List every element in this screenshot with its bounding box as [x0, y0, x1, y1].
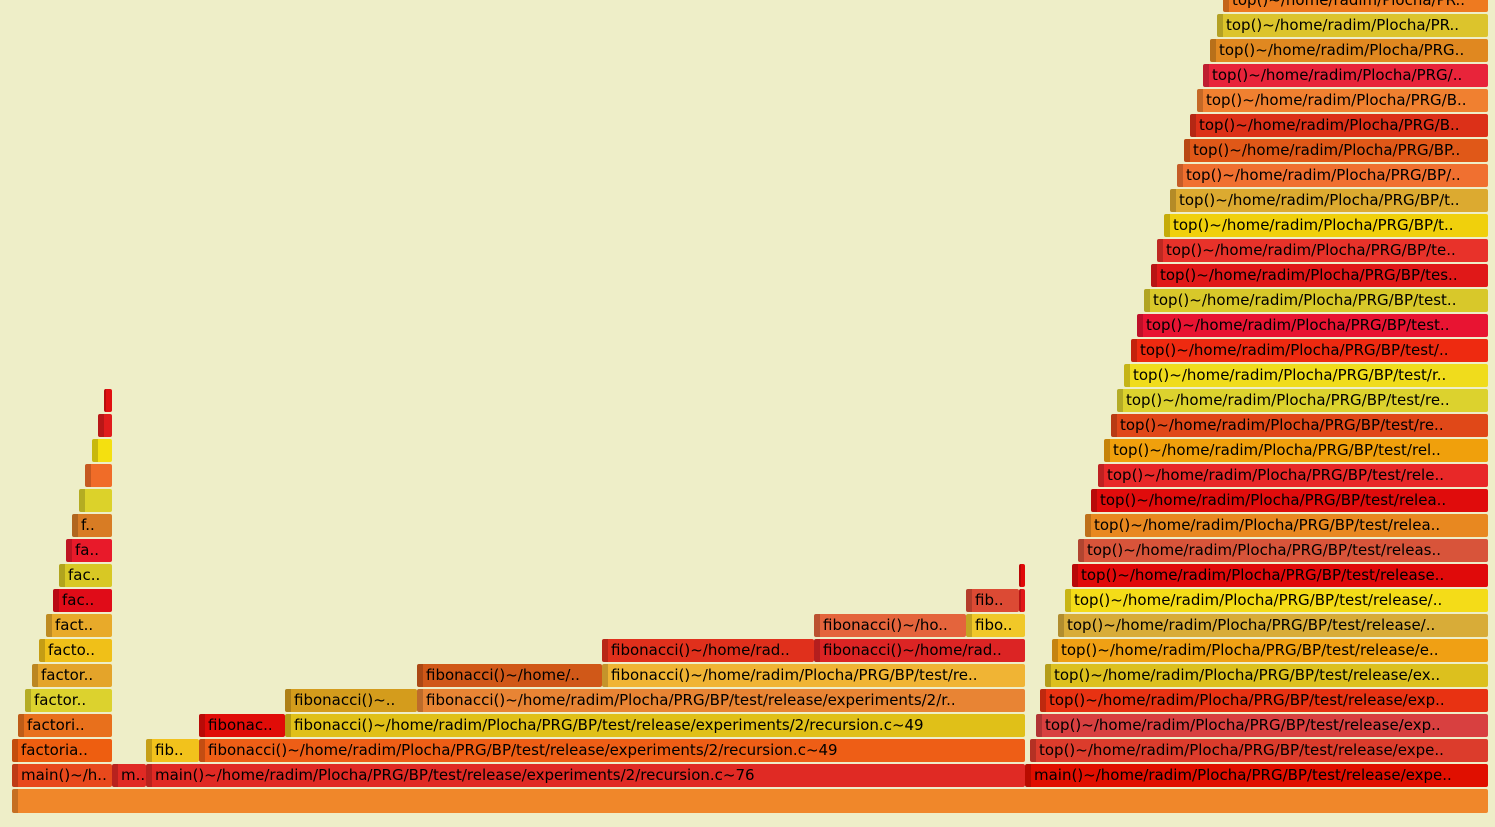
stack-frame[interactable]: fibonacci()~/home/radim/Plocha/PRG/BP/te…	[285, 714, 1025, 737]
stack-frame[interactable]: fibonac..	[199, 714, 285, 737]
stack-frame[interactable]: top()~/home/radim/Plocha/PRG/BP/test/rel…	[1065, 589, 1488, 612]
stack-frame[interactable]: top()~/home/radim/Plocha/PRG/BP/t..	[1170, 189, 1488, 212]
stack-frame[interactable]: top()~/home/radim/Plocha/PRG/BP/test/rel…	[1104, 439, 1488, 462]
root-frame[interactable]	[12, 789, 1488, 813]
stack-frame[interactable]: top()~/home/radim/Plocha/PRG/BP/test/rel…	[1091, 489, 1488, 512]
stack-frame[interactable]: top()~/home/radim/Plocha/PRG/BP/test/re.…	[1111, 414, 1488, 437]
stack-frame[interactable]: fibo..	[966, 614, 1025, 637]
stack-frame[interactable]: factor..	[32, 664, 112, 687]
stack-frame[interactable]: top()~/home/radim/Plocha/PR..	[1217, 14, 1488, 37]
stack-frame[interactable]	[98, 414, 112, 437]
stack-frame[interactable]	[1019, 589, 1025, 612]
stack-frame[interactable]: fib..	[966, 589, 1019, 612]
stack-frame[interactable]: top()~/home/radim/Plocha/PRG/BP/test/rel…	[1052, 639, 1488, 662]
stack-frame[interactable]: top()~/home/radim/Plocha/PRG/BP/tes..	[1151, 264, 1488, 287]
stack-frame[interactable]: top()~/home/radim/Plocha/PRG/BP/test/..	[1131, 339, 1488, 362]
stack-frame[interactable]: top()~/home/radim/Plocha/PRG/B..	[1190, 114, 1488, 137]
stack-frame[interactable]: m..	[112, 764, 146, 787]
stack-frame[interactable]: top()~/home/radim/Plocha/PRG/BP/test/rel…	[1030, 739, 1488, 762]
stack-frame[interactable]: top()~/home/radim/Plocha/PRG/BP/test/re.…	[1117, 389, 1488, 412]
stack-frame[interactable]: top()~/home/radim/Plocha/PRG/BP/test/rel…	[1040, 689, 1488, 712]
stack-frame[interactable]: top()~/home/radim/Plocha/PRG/..	[1203, 64, 1488, 87]
stack-frame[interactable]: top()~/home/radim/Plocha/PRG/BP/test..	[1144, 289, 1488, 312]
stack-frame[interactable]: fibonacci()~/home/rad..	[814, 639, 1025, 662]
stack-frame[interactable]: top()~/home/radim/Plocha/PRG/BP/test/rel…	[1058, 614, 1488, 637]
stack-frame[interactable]: main()~/h..	[12, 764, 112, 787]
stack-frame[interactable]: top()~/home/radim/Plocha/PRG/BP/test/rel…	[1098, 464, 1488, 487]
stack-frame[interactable]: fibonacci()~/home/rad..	[602, 639, 814, 662]
stack-frame[interactable]	[85, 464, 112, 487]
stack-frame[interactable]: fibonacci()~/ho..	[814, 614, 966, 637]
stack-frame[interactable]: top()~/home/radim/Plocha/PR..	[1223, 0, 1488, 12]
stack-frame[interactable]: top()~/home/radim/Plocha/PRG/BP/test/rel…	[1085, 514, 1488, 537]
stack-frame[interactable]	[1019, 564, 1025, 587]
stack-frame[interactable]: top()~/home/radim/Plocha/PRG/BP/t..	[1164, 214, 1488, 237]
stack-frame[interactable]: fib..	[146, 739, 199, 762]
stack-frame[interactable]: fibonacci()~/home/..	[417, 664, 602, 687]
stack-frame[interactable]: main()~/home/radim/Plocha/PRG/BP/test/re…	[146, 764, 1025, 787]
stack-frame[interactable]: top()~/home/radim/Plocha/PRG/BP/test/rel…	[1072, 564, 1488, 587]
stack-frame[interactable]	[104, 389, 112, 412]
stack-frame[interactable]: top()~/home/radim/Plocha/PRG..	[1210, 39, 1488, 62]
stack-frame[interactable]: top()~/home/radim/Plocha/PRG/BP/te..	[1157, 239, 1488, 262]
stack-frame[interactable]: main()~/home/radim/Plocha/PRG/BP/test/re…	[1025, 764, 1488, 787]
stack-frame[interactable]: top()~/home/radim/Plocha/PRG/BP/test/r..	[1124, 364, 1488, 387]
stack-frame[interactable]: f..	[72, 514, 112, 537]
stack-frame[interactable]: top()~/home/radim/Plocha/PRG/BP/test/rel…	[1036, 714, 1488, 737]
stack-frame[interactable]: facto..	[39, 639, 112, 662]
stack-frame[interactable]: fibonacci()~/home/radim/Plocha/PRG/BP/te…	[417, 689, 1025, 712]
stack-frame[interactable]	[92, 439, 112, 462]
stack-frame[interactable]: fibonacci()~/home/radim/Plocha/PRG/BP/te…	[602, 664, 1025, 687]
stack-frame[interactable]: fibonacci()~..	[285, 689, 417, 712]
stack-frame[interactable]: top()~/home/radim/Plocha/PRG/BP/test/rel…	[1045, 664, 1488, 687]
stack-frame[interactable]: fibonacci()~/home/radim/Plocha/PRG/BP/te…	[199, 739, 1025, 762]
stack-frame[interactable]: factor..	[25, 689, 112, 712]
stack-frame[interactable]: top()~/home/radim/Plocha/PRG/BP/test/rel…	[1078, 539, 1488, 562]
stack-frame[interactable]: factori..	[18, 714, 112, 737]
stack-frame[interactable]	[79, 489, 112, 512]
stack-frame[interactable]: fac..	[59, 564, 112, 587]
stack-frame[interactable]: fa..	[66, 539, 112, 562]
stack-frame[interactable]: fact..	[46, 614, 112, 637]
stack-frame[interactable]: top()~/home/radim/Plocha/PRG/BP/test..	[1137, 314, 1488, 337]
stack-frame[interactable]: factoria..	[12, 739, 112, 762]
stack-frame[interactable]: top()~/home/radim/Plocha/PRG/BP..	[1184, 139, 1488, 162]
stack-frame[interactable]: top()~/home/radim/Plocha/PRG/B..	[1197, 89, 1488, 112]
stack-frame[interactable]: top()~/home/radim/Plocha/PRG/BP/..	[1177, 164, 1488, 187]
stack-frame[interactable]: fac..	[53, 589, 112, 612]
